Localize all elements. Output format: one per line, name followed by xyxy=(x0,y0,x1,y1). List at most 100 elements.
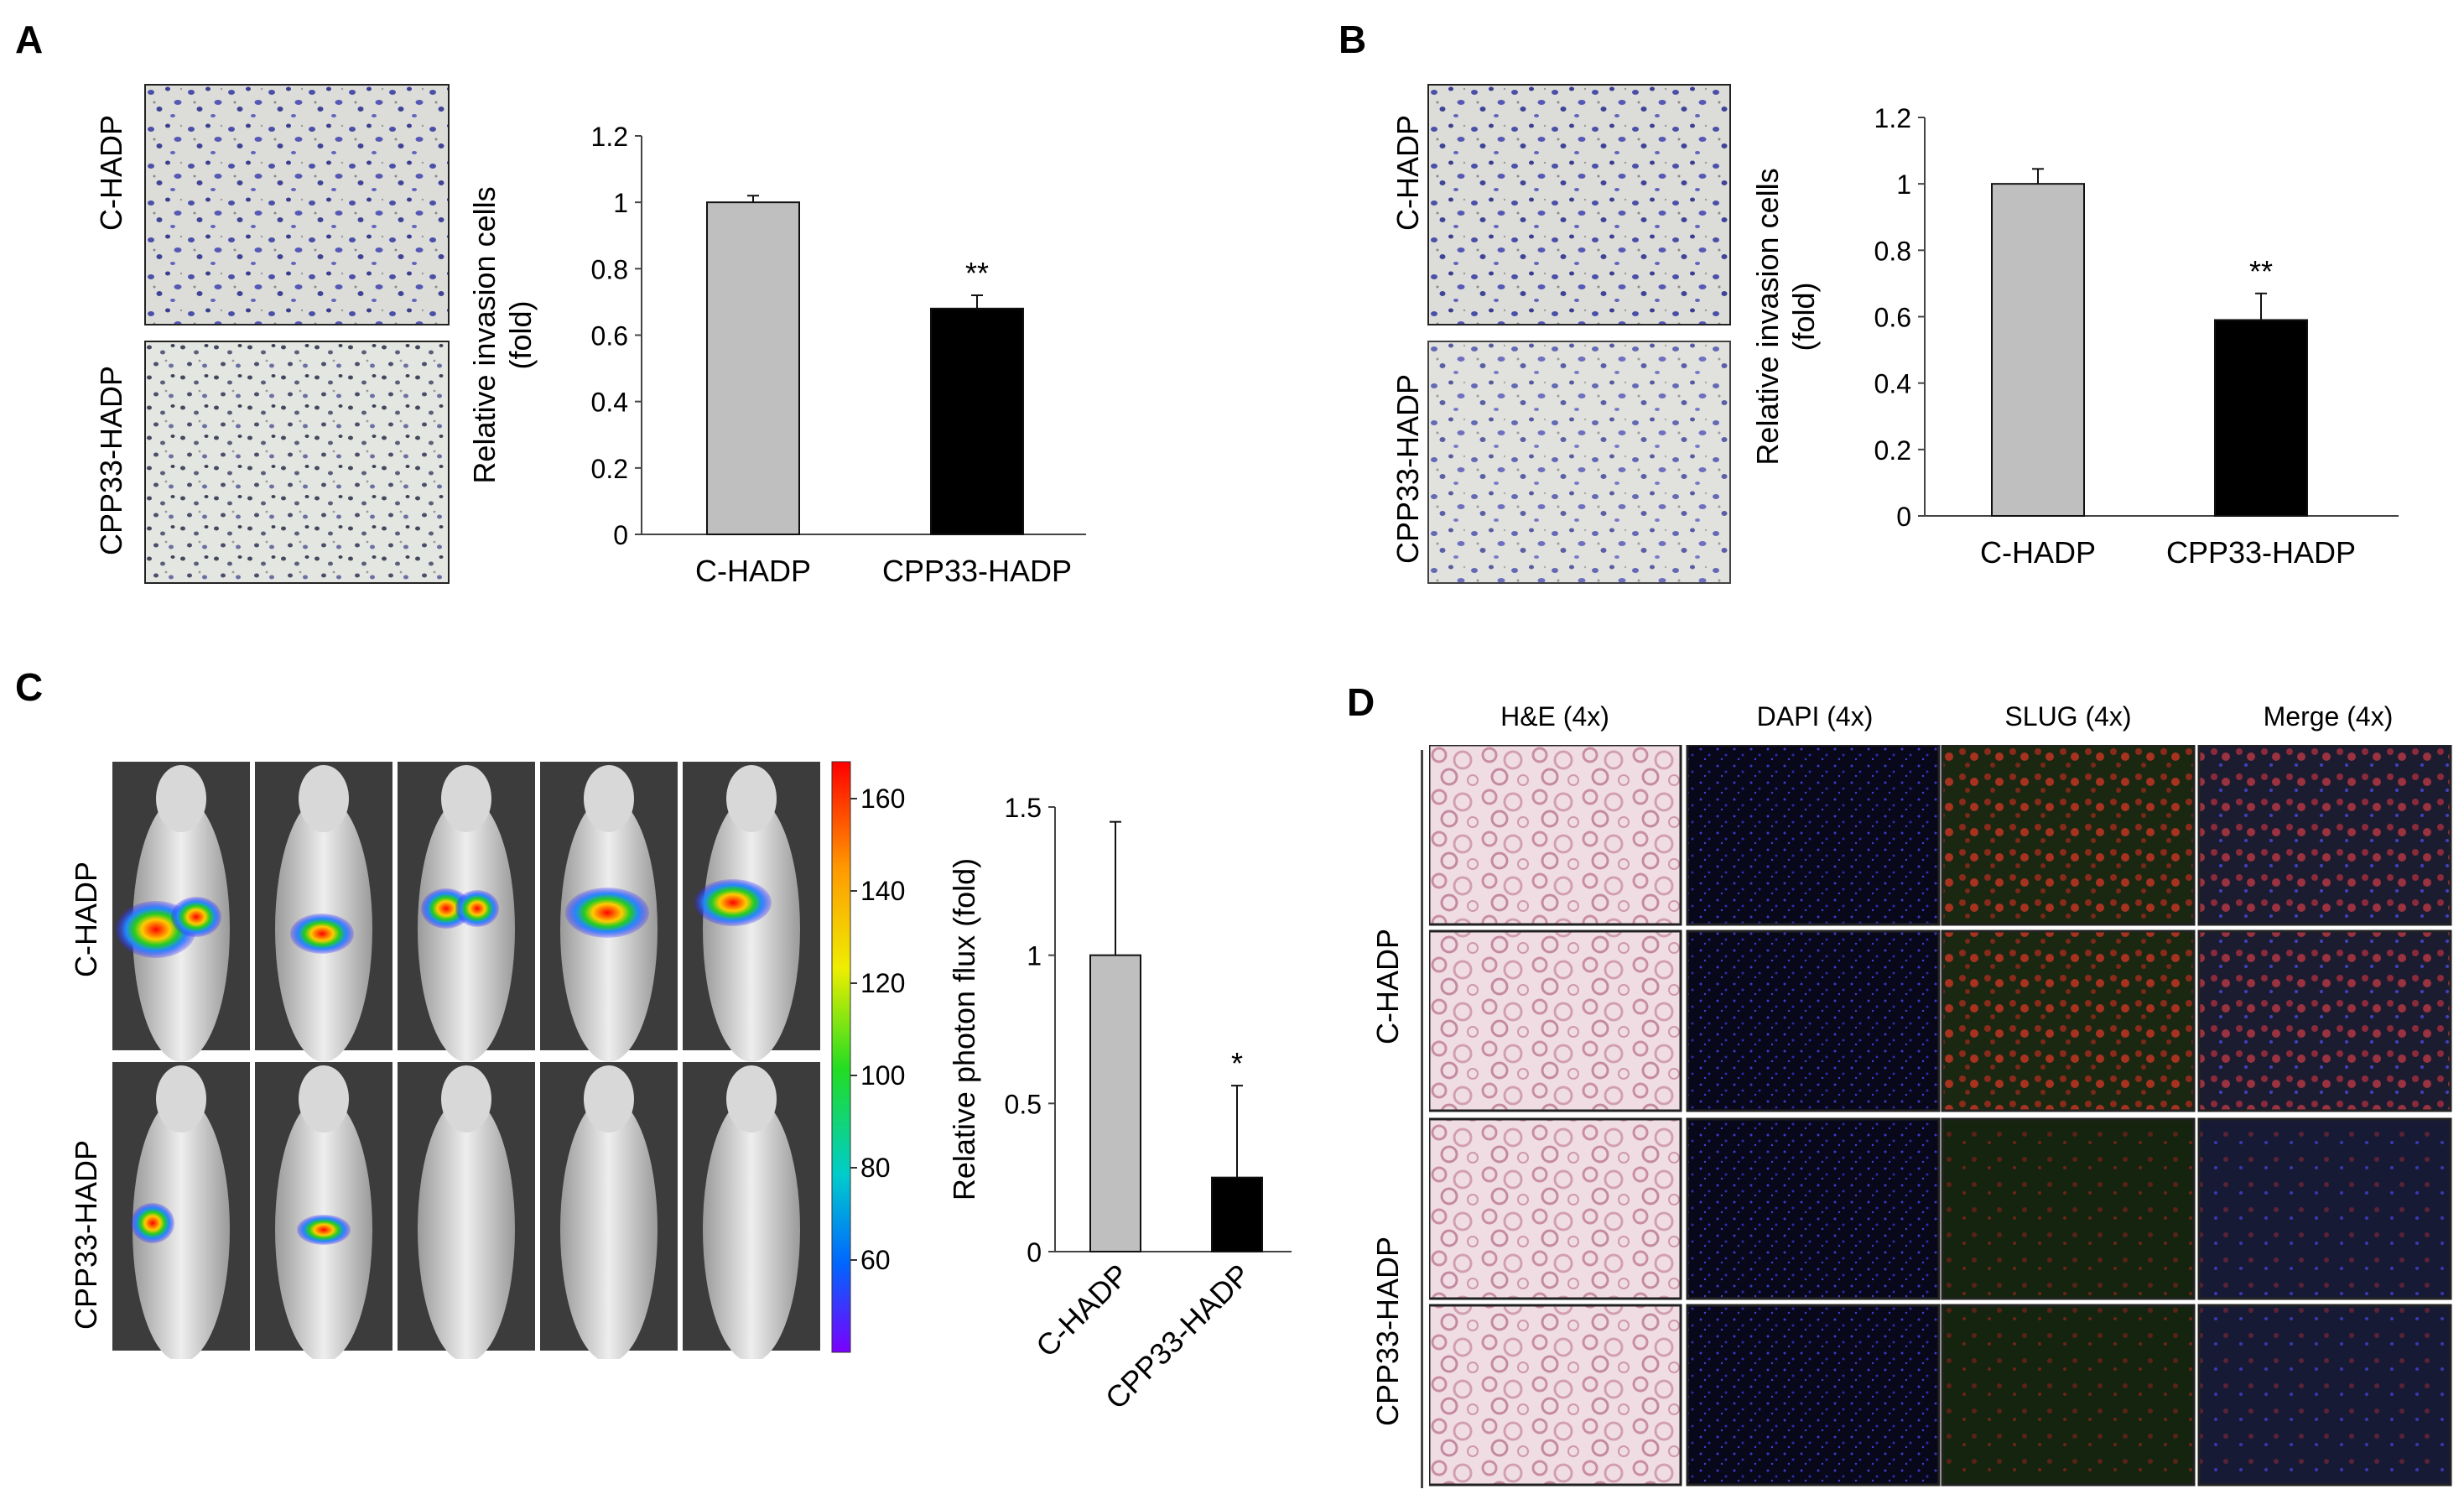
mouse-image-8 xyxy=(540,1062,678,1359)
chart-a-y-label-line1: Relative invasion cells xyxy=(467,186,502,483)
tissue-merge-row-0 xyxy=(2197,745,2452,926)
chart-a-y-tick-label-5: 1 xyxy=(613,188,628,218)
tissue-he-row-3 xyxy=(1429,1304,1682,1487)
bioluminescence-signal-5-0 xyxy=(131,1203,174,1243)
chart-b-y-tick-label-5: 1 xyxy=(1896,169,1911,200)
panel-d-bracket-treated xyxy=(1421,1127,1423,1488)
panel-c-letter: C xyxy=(15,665,44,709)
tissue-he-row-0 xyxy=(1429,745,1682,926)
mouse-head-7 xyxy=(441,1065,491,1132)
chart-a-y-tick-label-4: 0.8 xyxy=(591,254,628,284)
chart-b-y-tick-label-3: 0.6 xyxy=(1874,303,1911,333)
mouse-image-5 xyxy=(112,1062,250,1359)
chart-b-y-tick-label-6: 1.2 xyxy=(1874,103,1911,133)
panel-c-row-label-control: C-HADP xyxy=(69,861,103,977)
tissue-slug-row-0 xyxy=(1941,745,2196,926)
mouse-head-5 xyxy=(156,1065,206,1132)
panel-a-micrograph-control xyxy=(144,84,450,325)
chart-a-category-label-1: CPP33-HADP xyxy=(882,554,1072,588)
colorbar-tick-label-0: 160 xyxy=(860,784,905,814)
chart-b-bar-1 xyxy=(2214,319,2308,518)
chart-b-y-tick-label-1: 0.2 xyxy=(1874,435,1911,466)
chart-c-y-tick-label-3: 1.5 xyxy=(1005,793,1042,823)
mouse-head-8 xyxy=(584,1065,634,1132)
panel-a-row-label-control: C-HADP xyxy=(94,114,128,231)
mouse-head-1 xyxy=(299,765,349,832)
mouse-head-6 xyxy=(299,1065,349,1132)
chart-a-bar-0 xyxy=(706,201,800,536)
chart-b-y-label-line2: (fold) xyxy=(1786,282,1821,351)
panel-d-row-label-control: C-HADP xyxy=(1370,928,1405,1044)
chart-b-category-label-1: CPP33-HADP xyxy=(2166,535,2356,570)
tissue-he-row-1 xyxy=(1429,929,1682,1112)
chart-a-y-tick-label-2: 0.4 xyxy=(591,388,628,418)
mouse-image-6 xyxy=(255,1062,392,1359)
chart-a-annotation-1: ** xyxy=(965,256,989,290)
mouse-image-0 xyxy=(112,762,250,1062)
bioluminescence-signal-2-1 xyxy=(455,890,499,927)
panel-c-bioluminescence-images xyxy=(112,762,820,1359)
panel-d-header-slug: SLUG (4x) xyxy=(2004,701,2132,732)
chart-c-bar-0 xyxy=(1089,954,1141,1253)
panel-b-bar-chart: 0 0.2 0.4 0.6 0.8 1 1.2 Relative invasion cells… xyxy=(1750,103,2399,570)
tissue-slug-row-3 xyxy=(1941,1304,2196,1487)
bioluminescence-signal-6-0 xyxy=(297,1215,351,1245)
bioluminescence-signal-2-0 xyxy=(421,888,471,929)
mouse-head-2 xyxy=(441,765,491,832)
tissue-slug-row-2 xyxy=(1941,1117,2196,1300)
panel-d-row-label-treated: CPP33-HADP xyxy=(1370,1236,1405,1426)
mouse-body-9 xyxy=(703,1096,800,1359)
panel-c-bar-chart: 0 0.5 1 1.5 Relative photon flux (fold) C-HAD… xyxy=(947,793,1292,1416)
mouse-body-8 xyxy=(560,1096,658,1359)
chart-c-y-tick-label-1: 0.5 xyxy=(1005,1089,1042,1119)
mouse-head-3 xyxy=(584,765,634,832)
mouse-image-7 xyxy=(398,1062,535,1359)
bioluminescence-signal-4-0 xyxy=(694,879,772,926)
chart-a-bar-1 xyxy=(930,307,1024,535)
panel-d-header-dapi: DAPI (4x) xyxy=(1756,701,1874,732)
chart-b-category-label-0: C-HADP xyxy=(1980,535,2096,570)
chart-b-annotation-1: ** xyxy=(2249,254,2273,289)
tissue-dapi-row-1 xyxy=(1686,929,1941,1112)
panel-b-row-label-treated: CPP33-HADP xyxy=(1391,373,1425,564)
panel-b-letter: B xyxy=(1339,18,1367,61)
panel-d-header-merge: Merge (4x) xyxy=(2263,701,2394,732)
tissue-merge-row-2 xyxy=(2197,1117,2452,1300)
chart-c-y-label-group: Relative photon flux (fold) xyxy=(947,858,981,1200)
tissue-merge-row-3 xyxy=(2197,1304,2452,1487)
chart-b-y-tick-label-2: 0.4 xyxy=(1874,369,1911,399)
chart-a-y-tick-label-0: 0 xyxy=(613,520,628,550)
tissue-slug-row-1 xyxy=(1941,929,2196,1112)
chart-b-bar-0 xyxy=(1991,183,2085,518)
chart-c-annotation-1: * xyxy=(1231,1046,1243,1080)
tissue-dapi-row-2 xyxy=(1686,1117,1941,1300)
panel-c-colorbar: 160 140 120 100 80 60 xyxy=(831,761,905,1353)
bioluminescence-signal-3-0 xyxy=(565,888,649,938)
panel-a-bar-chart: 0 0.2 0.4 0.6 0.8 1 1.2 Relative invasion cells… xyxy=(467,122,1086,588)
chart-b-y-label-group: Relative invasion cells (fold) xyxy=(1750,168,1821,465)
mouse-image-3 xyxy=(540,762,678,1062)
colorbar-tick-label-5: 60 xyxy=(860,1245,891,1275)
mouse-body-2 xyxy=(418,796,515,1062)
chart-a-y-tick-label-3: 0.6 xyxy=(591,321,628,351)
panel-b-micrograph-control xyxy=(1427,84,1731,325)
chart-c-bar-1 xyxy=(1211,1176,1263,1252)
panel-c-row-label-treated: CPP33-HADP xyxy=(69,1139,103,1330)
chart-b-y-tick-label-4: 0.8 xyxy=(1874,236,1911,266)
mouse-image-1 xyxy=(255,762,392,1062)
panel-d-letter: D xyxy=(1347,680,1375,724)
tissue-dapi-row-0 xyxy=(1686,745,1941,926)
colorbar-tick-label-1: 140 xyxy=(860,876,905,906)
mouse-body-7 xyxy=(418,1096,515,1359)
mouse-image-9 xyxy=(683,1062,820,1359)
panel-a-letter: A xyxy=(15,18,44,61)
bioluminescence-signal-1-0 xyxy=(290,914,354,954)
chart-a-y-tick-label-1: 0.2 xyxy=(591,454,628,484)
mouse-head-9 xyxy=(726,1065,777,1132)
chart-c-category-label-0: C-HADP xyxy=(1029,1257,1136,1364)
mouse-head-0 xyxy=(156,765,206,832)
mouse-body-4 xyxy=(703,796,800,1062)
chart-b-y-tick-label-0: 0 xyxy=(1896,502,1911,532)
panel-a-micrograph-treated xyxy=(144,341,450,584)
panel-b-row-label-control: C-HADP xyxy=(1391,114,1425,231)
